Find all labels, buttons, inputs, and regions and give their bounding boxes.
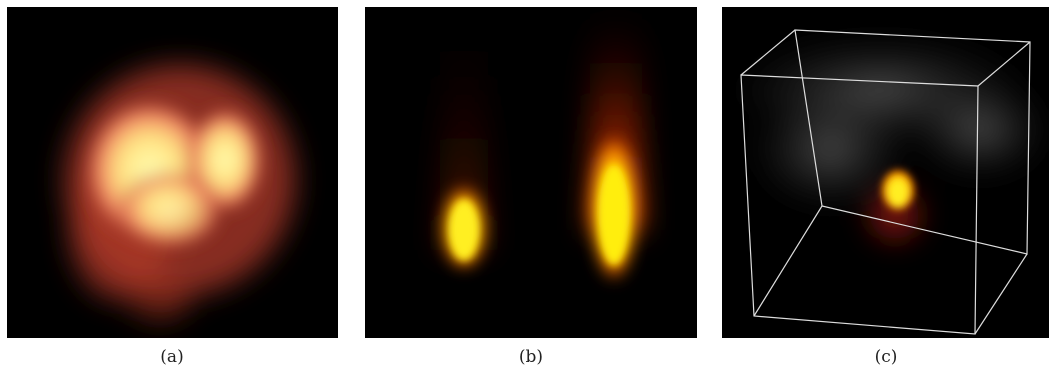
- caption: (a): [160, 347, 183, 367]
- bounding-cube: [740, 29, 1031, 335]
- caption: (b): [519, 347, 543, 367]
- caption: (c): [875, 347, 898, 367]
- panel-a: [7, 7, 338, 338]
- panel-b: [365, 7, 697, 338]
- panel-c: [722, 7, 1049, 338]
